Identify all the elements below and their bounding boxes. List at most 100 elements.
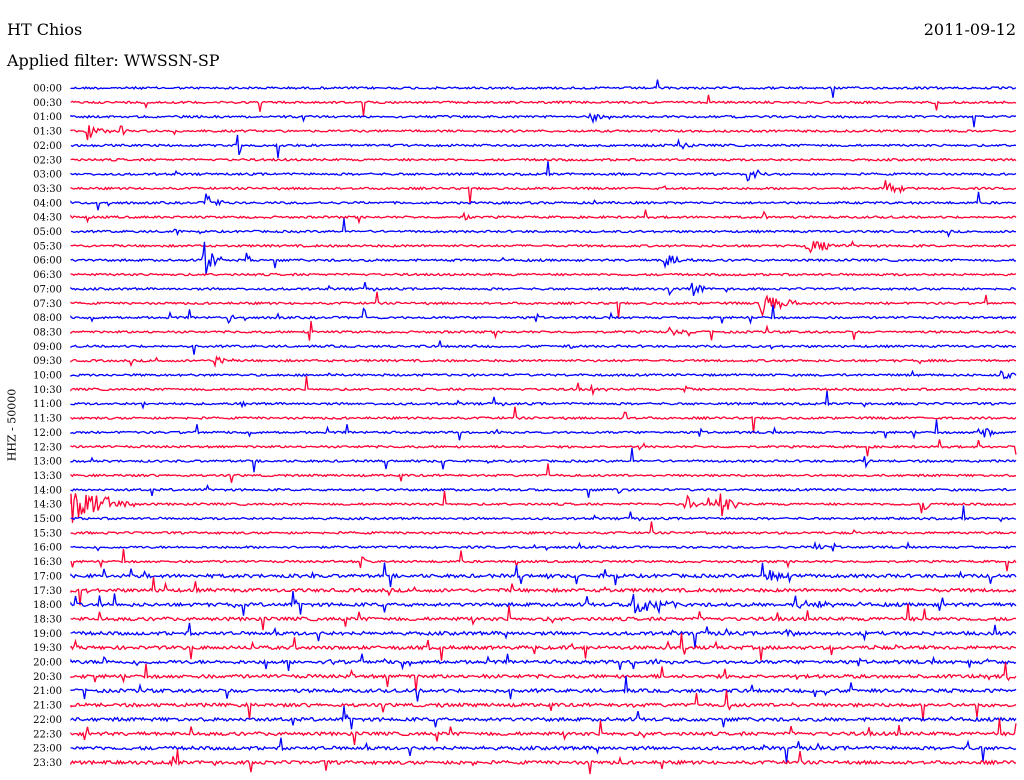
row-time-label: 20:30 [33, 672, 62, 683]
row-time-label: 14:30 [33, 500, 62, 511]
row-time-label: 19:00 [33, 629, 62, 640]
trace-row-0800 [70, 304, 1017, 325]
row-time-label: 21:30 [33, 701, 62, 712]
row-time-label: 22:30 [33, 729, 62, 740]
row-time-label: 22:00 [33, 715, 62, 726]
row-time-label: 02:30 [33, 155, 62, 166]
row-time-label: 09:30 [33, 356, 62, 367]
trace-row-0530 [70, 239, 1017, 254]
row-time-label: 10:30 [33, 385, 62, 396]
row-time-label: 01:00 [33, 112, 62, 123]
trace-row-2200 [70, 705, 1017, 730]
row-time-label: 23:00 [33, 744, 62, 755]
trace-row-1530 [70, 521, 1017, 535]
trace-row-2330 [70, 749, 1017, 775]
trace-row-0730 [70, 291, 1017, 319]
row-time-label: 02:00 [33, 141, 62, 152]
trace-row-1930 [70, 633, 1017, 661]
trace-row-1100 [70, 390, 1017, 410]
trace-row-0000 [70, 79, 1017, 98]
row-time-label: 05:00 [33, 227, 62, 238]
row-time-label: 21:00 [33, 686, 62, 697]
row-time-label: 08:00 [33, 313, 62, 324]
row-time-label: 18:00 [33, 600, 62, 611]
trace-row-1600 [70, 540, 1017, 552]
row-time-label: 05:30 [33, 241, 62, 252]
trace-row-0330 [70, 180, 1017, 204]
trace-row-1200 [70, 419, 1017, 441]
row-time-label: 08:30 [33, 327, 62, 338]
record-date: 2011-09-12 [923, 20, 1016, 39]
row-time-label: 12:00 [33, 428, 62, 439]
trace-row-0030 [70, 94, 1017, 116]
row-time-label: 11:00 [33, 399, 62, 410]
trace-row-0900 [70, 340, 1017, 355]
row-time-label: 20:00 [33, 658, 62, 669]
trace-row-0700 [70, 281, 1017, 297]
row-time-label: 04:30 [33, 213, 62, 224]
row-time-label: 10:00 [33, 371, 62, 382]
trace-row-2030 [70, 662, 1017, 692]
row-time-label: 14:00 [33, 485, 62, 496]
trace-row-1700 [70, 562, 1017, 588]
row-time-label: 09:00 [33, 342, 62, 353]
row-time-label: 13:30 [33, 471, 62, 482]
row-time-label: 06:00 [33, 256, 62, 267]
trace-row-0400 [70, 191, 1017, 211]
row-time-label: 19:30 [33, 643, 62, 654]
trace-row-1730 [70, 577, 1017, 606]
filter-label: Applied filter: WWSSN-SP [7, 51, 220, 70]
row-time-label: 12:30 [33, 442, 62, 453]
trace-row-1130 [70, 406, 1017, 434]
row-time-label: 00:00 [33, 84, 62, 95]
trace-row-0430 [70, 209, 1017, 225]
row-time-label: 11:30 [33, 414, 62, 425]
trace-row-1400 [70, 483, 1017, 498]
row-time-label: 07:30 [33, 299, 62, 310]
trace-row-1330 [70, 463, 1017, 483]
trace-row-2230 [70, 718, 1017, 745]
trace-row-2000 [70, 653, 1017, 671]
trace-row-2130 [70, 690, 1017, 721]
row-time-label: 18:30 [33, 614, 62, 625]
trace-row-2100 [70, 675, 1017, 702]
row-time-label: 06:30 [33, 270, 62, 281]
trace-row-1800 [70, 591, 1017, 616]
trace-row-1630 [70, 548, 1017, 572]
trace-row-0300 [70, 161, 1017, 182]
row-time-label: 04:00 [33, 198, 62, 209]
trace-row-0230 [70, 157, 1017, 162]
trace-row-1230 [70, 439, 1017, 457]
row-time-label: 03:00 [33, 170, 62, 181]
trace-row-1030 [70, 375, 1017, 397]
trace-row-0630 [70, 272, 1017, 277]
row-time-label: 16:30 [33, 557, 62, 568]
trace-row-0100 [70, 112, 1017, 128]
row-time-label: 16:00 [33, 543, 62, 554]
row-time-label: 15:00 [33, 514, 62, 525]
trace-row-1300 [70, 447, 1017, 473]
row-time-label: 23:30 [33, 758, 62, 769]
trace-row-0930 [70, 355, 1017, 368]
trace-row-0830 [70, 320, 1016, 341]
trace-row-1430 [70, 490, 1017, 523]
trace-row-1830 [70, 603, 1017, 631]
row-time-label: 03:30 [33, 184, 62, 195]
station-title: HT Chios [7, 20, 83, 39]
row-time-label: 17:00 [33, 571, 62, 582]
row-time-label: 13:00 [33, 457, 62, 468]
row-time-label: 01:30 [33, 127, 62, 138]
row-time-label: 15:30 [33, 528, 62, 539]
trace-row-2300 [70, 737, 1017, 763]
row-time-label: 17:30 [33, 586, 62, 597]
trace-row-0200 [70, 134, 1017, 159]
trace-row-0600 [70, 241, 1017, 275]
row-time-label: 00:30 [33, 98, 62, 109]
trace-row-1500 [70, 505, 1017, 523]
trace-row-0130 [70, 125, 1017, 141]
row-time-label: 07:00 [33, 284, 62, 295]
trace-row-1900 [70, 622, 1017, 649]
trace-row-1000 [70, 369, 1017, 380]
trace-row-0500 [70, 218, 1017, 238]
